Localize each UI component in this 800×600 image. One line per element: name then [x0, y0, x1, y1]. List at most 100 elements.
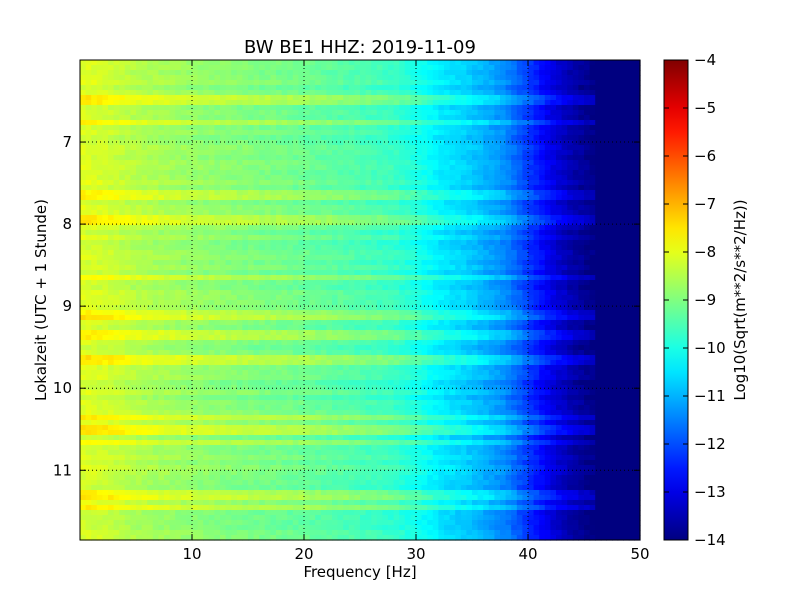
spectrogram-cell [197, 165, 204, 171]
spectrogram-cell [516, 175, 523, 181]
spectrogram-cell [320, 85, 327, 91]
spectrogram-cell [584, 130, 591, 136]
spectrogram-cell [164, 75, 171, 81]
spectrogram-cell [466, 115, 473, 121]
spectrogram-cell [365, 75, 372, 81]
spectrogram-cell [248, 175, 255, 181]
spectrogram-cell [264, 120, 271, 126]
spectrogram-cell [348, 225, 355, 231]
spectrogram-cell [444, 180, 451, 186]
spectrogram-cell [326, 215, 333, 221]
spectrogram-cell [248, 100, 255, 106]
spectrogram-cell [158, 265, 165, 271]
spectrogram-cell [500, 185, 507, 191]
spectrogram-cell [141, 305, 148, 311]
spectrogram-cell [337, 225, 344, 231]
spectrogram-cell [203, 165, 210, 171]
spectrogram-cell [186, 305, 193, 311]
spectrogram-cell [360, 185, 367, 191]
spectrogram-cell [337, 65, 344, 71]
spectrogram-cell [500, 125, 507, 131]
spectrogram-cell [516, 300, 523, 306]
spectrogram-cell [432, 75, 439, 81]
spectrogram-cell [376, 60, 383, 66]
spectrogram-cell [169, 240, 176, 246]
spectrogram-cell [488, 80, 495, 86]
spectrogram-cell [438, 145, 445, 151]
spectrogram-cell [225, 290, 232, 296]
spectrogram-cell [124, 145, 131, 151]
spectrogram-cell [578, 230, 585, 236]
spectrogram-cell [124, 165, 131, 171]
spectrogram-cell [416, 60, 423, 66]
spectrogram-cell [141, 100, 148, 106]
spectrogram-cell [253, 75, 260, 81]
spectrogram-cell [248, 200, 255, 206]
spectrogram-cell [85, 270, 92, 276]
spectrogram-cell [147, 90, 154, 96]
spectrogram-cell [91, 195, 98, 201]
spectrogram-cell [337, 265, 344, 271]
spectrogram-row [80, 245, 641, 251]
spectrogram-cell [270, 210, 277, 216]
spectrogram-cell [158, 200, 165, 206]
spectrogram-cell [567, 175, 574, 181]
spectrogram-cell [516, 240, 523, 246]
spectrogram-cell [533, 190, 540, 196]
spectrogram-cell [477, 110, 484, 116]
spectrogram-cell [354, 170, 361, 176]
spectrogram-cell [152, 145, 159, 151]
spectrogram-cell [528, 130, 535, 136]
spectrogram-cell [164, 90, 171, 96]
spectrogram-cell [572, 230, 579, 236]
spectrogram-cell [119, 280, 126, 286]
spectrogram-cell [208, 85, 215, 91]
spectrogram-cell [304, 110, 311, 116]
spectrogram-cell [544, 140, 551, 146]
spectrogram-cell [236, 275, 243, 281]
spectrogram-cell [578, 180, 585, 186]
spectrogram-cell [589, 225, 596, 231]
spectrogram-cell [466, 240, 473, 246]
spectrogram-cell [96, 250, 103, 256]
spectrogram-cell [427, 275, 434, 281]
spectrogram-cell [231, 175, 238, 181]
spectrogram-cell [298, 140, 305, 146]
spectrogram-cell [399, 280, 406, 286]
spectrogram-cell [595, 210, 602, 216]
spectrogram-cell [158, 70, 165, 76]
spectrogram-cell [259, 225, 266, 231]
spectrogram-cell [259, 110, 266, 116]
spectrogram-cell [556, 160, 563, 166]
spectrogram-cell [455, 180, 462, 186]
spectrogram-cell [147, 85, 154, 91]
spectrogram-cell [550, 100, 557, 106]
spectrogram-cell [388, 120, 395, 126]
spectrogram-cell [500, 95, 507, 101]
spectrogram-cell [516, 150, 523, 156]
spectrogram-cell [449, 295, 456, 301]
spectrogram-cell [175, 255, 182, 261]
spectrogram-cell [533, 170, 540, 176]
spectrogram-cell [320, 300, 327, 306]
spectrogram-row [80, 155, 641, 161]
spectrogram-cell [600, 185, 607, 191]
spectrogram-cell [365, 200, 372, 206]
spectrogram-cell [136, 120, 143, 126]
spectrogram-cell [309, 115, 316, 121]
spectrogram-cell [186, 240, 193, 246]
spectrogram-cell [354, 100, 361, 106]
spectrogram-cell [628, 90, 635, 96]
spectrogram-cell [197, 200, 204, 206]
spectrogram-cell [628, 65, 635, 71]
spectrogram-cell [578, 60, 585, 66]
spectrogram-cell [231, 295, 238, 301]
spectrogram-cell [612, 120, 619, 126]
spectrogram-cell [152, 170, 159, 176]
spectrogram-cell [522, 180, 529, 186]
spectrogram-cell [533, 260, 540, 266]
spectrogram-cell [80, 240, 87, 246]
spectrogram-cell [360, 80, 367, 86]
spectrogram-cell [427, 95, 434, 101]
spectrogram-cell [158, 185, 165, 191]
